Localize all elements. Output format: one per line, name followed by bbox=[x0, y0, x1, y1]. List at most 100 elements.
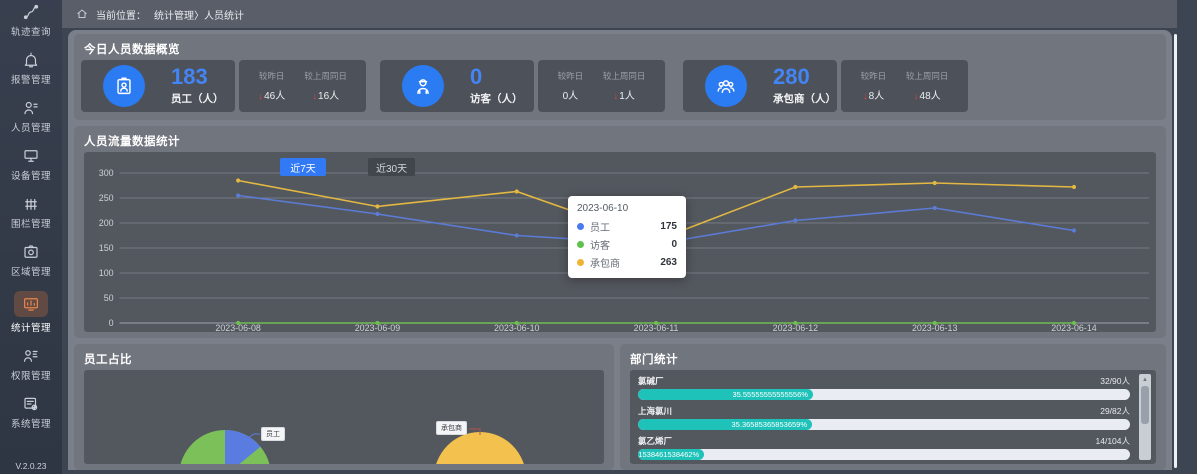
scroll-thumb[interactable] bbox=[1141, 386, 1149, 424]
dept-count: 32/90人 bbox=[1100, 376, 1130, 386]
stats-icon bbox=[24, 298, 38, 311]
dept-title: 部门统计 bbox=[630, 354, 678, 366]
sidebar-item-人员管理[interactable]: 人员管理 bbox=[0, 92, 62, 140]
stat-icon-circle bbox=[402, 65, 444, 107]
dept-count: 29/82人 bbox=[1100, 406, 1130, 416]
scroll-up-icon[interactable]: ▲ bbox=[1142, 376, 1148, 383]
sidebar-item-轨迹查询[interactable]: 轨迹查询 bbox=[0, 0, 62, 44]
series-dot-icon bbox=[577, 259, 584, 266]
home-icon[interactable] bbox=[76, 8, 96, 20]
stat-icon-circle bbox=[705, 65, 747, 107]
sidebar-item-设备管理[interactable]: 设备管理 bbox=[0, 140, 62, 188]
personnel-icon bbox=[24, 101, 38, 115]
pie-chart-area[interactable]: 员工 承包商 bbox=[84, 370, 604, 464]
flow-panel: 人员流量数据统计 近7天 近30天 0 50 100 150 200 250 300 2023-… bbox=[74, 126, 1166, 338]
sidebar-item-区域管理[interactable]: 区域管理 bbox=[0, 236, 62, 284]
svg-text:100: 100 bbox=[99, 268, 114, 278]
tooltip-row: 员工 175 bbox=[577, 219, 677, 234]
pie-left[interactable]: 员工 bbox=[154, 408, 374, 464]
svg-text:200: 200 bbox=[99, 218, 114, 228]
dept-percent: 35.55555555555556% bbox=[732, 390, 808, 399]
dept-row[interactable]: 氯碱厂 32/90人 35.55555555555556% bbox=[638, 375, 1130, 400]
trend-down-icon: ↓ bbox=[312, 91, 318, 102]
stat-card[interactable]: 0 访客（人） bbox=[380, 60, 534, 112]
compare-value: 0人 bbox=[562, 91, 579, 102]
svg-text:2023-06-10: 2023-06-10 bbox=[494, 323, 539, 332]
dept-list: 氯碱厂 32/90人 35.55555555555556% 上海氯川 29/82人 35.… bbox=[630, 370, 1156, 464]
overview-cards: 183 员工（人） 较昨日 ↓46人 较上周同日 ↓16人 0 访客（人） 较昨日 0人 较上周同日… bbox=[74, 60, 1166, 112]
pie-right[interactable]: 承包商 bbox=[384, 408, 604, 464]
version-label: V.2.0.23 bbox=[15, 461, 47, 471]
chart-tooltip: 2023-06-10 员工 175 访客 0 承包商 263 bbox=[568, 196, 686, 278]
sidebar-item-label: 统计管理 bbox=[10, 323, 51, 334]
tooltip-row: 承包商 263 bbox=[577, 255, 677, 270]
breadcrumb: 当前位置： 统计管理〉人员统计 bbox=[62, 0, 1177, 28]
dept-row[interactable]: 上海氯川 29/82人 35.36585365853659% bbox=[638, 405, 1130, 430]
visitor-icon bbox=[417, 79, 429, 95]
dept-bar-track: 35.55555555555556% bbox=[638, 389, 1130, 400]
compare-value: ↓46人 bbox=[258, 91, 286, 102]
sidebar-item-系统管理[interactable]: 系统管理 bbox=[0, 388, 62, 436]
tooltip-row: 访客 0 bbox=[577, 237, 677, 252]
compare-value: ↓8人 bbox=[862, 91, 885, 102]
svg-text:2023-06-14: 2023-06-14 bbox=[1051, 323, 1096, 332]
trend-down-icon: ↓ bbox=[258, 91, 264, 102]
svg-text:2023-06-12: 2023-06-12 bbox=[773, 323, 818, 332]
dept-name: 氯碱厂 bbox=[638, 376, 664, 386]
svg-text:250: 250 bbox=[99, 193, 114, 203]
dept-bar-track: 35.36585365853659% bbox=[638, 419, 1130, 430]
pie-title: 员工占比 bbox=[84, 354, 132, 366]
tooltip-date: 2023-06-10 bbox=[577, 203, 629, 214]
stat-card[interactable]: 280 承包商（人） bbox=[683, 60, 837, 112]
dept-count: 14/104人 bbox=[1095, 436, 1131, 446]
main-content: 今日人员数据概览 183 员工（人） 较昨日 ↓46人 较上周同日 ↓16人 0 访客（人） 较… bbox=[68, 30, 1172, 470]
sidebar: 轨迹查询报警管理人员管理设备管理围栏管理区域管理统计管理权限管理系统管理 V.2.… bbox=[0, 0, 62, 474]
dept-scrollbar[interactable]: ▲ bbox=[1139, 374, 1151, 460]
stat-compare-card: 较昨日 ↓8人 较上周同日 ↓48人 bbox=[841, 60, 968, 112]
sidebar-item-围栏管理[interactable]: 围栏管理 bbox=[0, 188, 62, 236]
range-tabs: 近7天 近30天 bbox=[280, 158, 416, 176]
stat-card[interactable]: 183 员工（人） bbox=[81, 60, 235, 112]
dept-panel: 部门统计 氯碱厂 32/90人 35.55555555555556% 上海氯川 29/8… bbox=[620, 344, 1166, 470]
breadcrumb-path: 统计管理〉人员统计 bbox=[154, 10, 244, 22]
tab-近7天[interactable]: 近7天 bbox=[280, 158, 326, 176]
sidebar-item-label: 权限管理 bbox=[10, 371, 51, 382]
sidebar-item-报警管理[interactable]: 报警管理 bbox=[0, 44, 62, 92]
sidebar-item-权限管理[interactable]: 权限管理 bbox=[0, 340, 62, 388]
compare-label: 较昨日 bbox=[258, 71, 285, 81]
sidebar-item-label: 围栏管理 bbox=[10, 219, 51, 230]
flow-chart-body: 近7天 近30天 0 50 100 150 200 250 300 2023-06-08 2023… bbox=[84, 152, 1156, 333]
overview-panel: 今日人员数据概览 183 员工（人） 较昨日 ↓46人 较上周同日 ↓16人 0 访客（人） 较… bbox=[74, 34, 1166, 120]
svg-text:2023-06-09: 2023-06-09 bbox=[355, 323, 400, 332]
pie-left-label: 员工 bbox=[261, 427, 285, 441]
stat-card-group: 183 员工（人） 较昨日 ↓46人 较上周同日 ↓16人 bbox=[81, 60, 366, 112]
stat-value: 280 bbox=[773, 64, 810, 89]
sidebar-item-label: 轨迹查询 bbox=[10, 27, 51, 38]
pie-right-label: 承包商 bbox=[436, 421, 467, 435]
page-scrollbar[interactable] bbox=[1174, 34, 1177, 468]
series-dot-icon bbox=[577, 241, 584, 248]
sidebar-item-label: 设备管理 bbox=[10, 171, 51, 182]
dept-name: 上海氯川 bbox=[638, 406, 673, 416]
compare-value: ↓1人 bbox=[613, 91, 635, 102]
stat-card-group: 0 访客（人） 较昨日 0人 较上周同日 ↓1人 bbox=[380, 60, 665, 112]
tab-近30天[interactable]: 近30天 bbox=[368, 158, 416, 176]
trend-down-icon: ↓ bbox=[913, 91, 919, 102]
series-dot-icon bbox=[577, 223, 584, 230]
compare-label: 较上周同日 bbox=[905, 71, 949, 81]
dept-percent: 13.461538461538462% bbox=[638, 450, 700, 459]
compare-label: 较上周同日 bbox=[602, 71, 646, 81]
sidebar-item-label: 人员管理 bbox=[10, 123, 51, 134]
stat-label: 承包商（人） bbox=[773, 93, 836, 105]
dept-row[interactable]: 氯乙烯厂 14/104人 13.461538461538462% bbox=[638, 435, 1130, 460]
pie-right-svg bbox=[436, 428, 524, 464]
overview-title: 今日人员数据概览 bbox=[84, 44, 180, 56]
stat-icon-circle bbox=[103, 65, 145, 107]
stat-card-group: 280 承包商（人） 较昨日 ↓8人 较上周同日 ↓48人 bbox=[683, 60, 968, 112]
sidebar-item-统计管理[interactable]: 统计管理 bbox=[0, 284, 62, 340]
alarm-icon bbox=[24, 52, 38, 68]
stat-value: 183 bbox=[171, 64, 208, 89]
pie-panel: 员工占比 员工 承包商 bbox=[74, 344, 614, 470]
home-icon bbox=[77, 9, 87, 18]
svg-text:300: 300 bbox=[99, 168, 114, 178]
